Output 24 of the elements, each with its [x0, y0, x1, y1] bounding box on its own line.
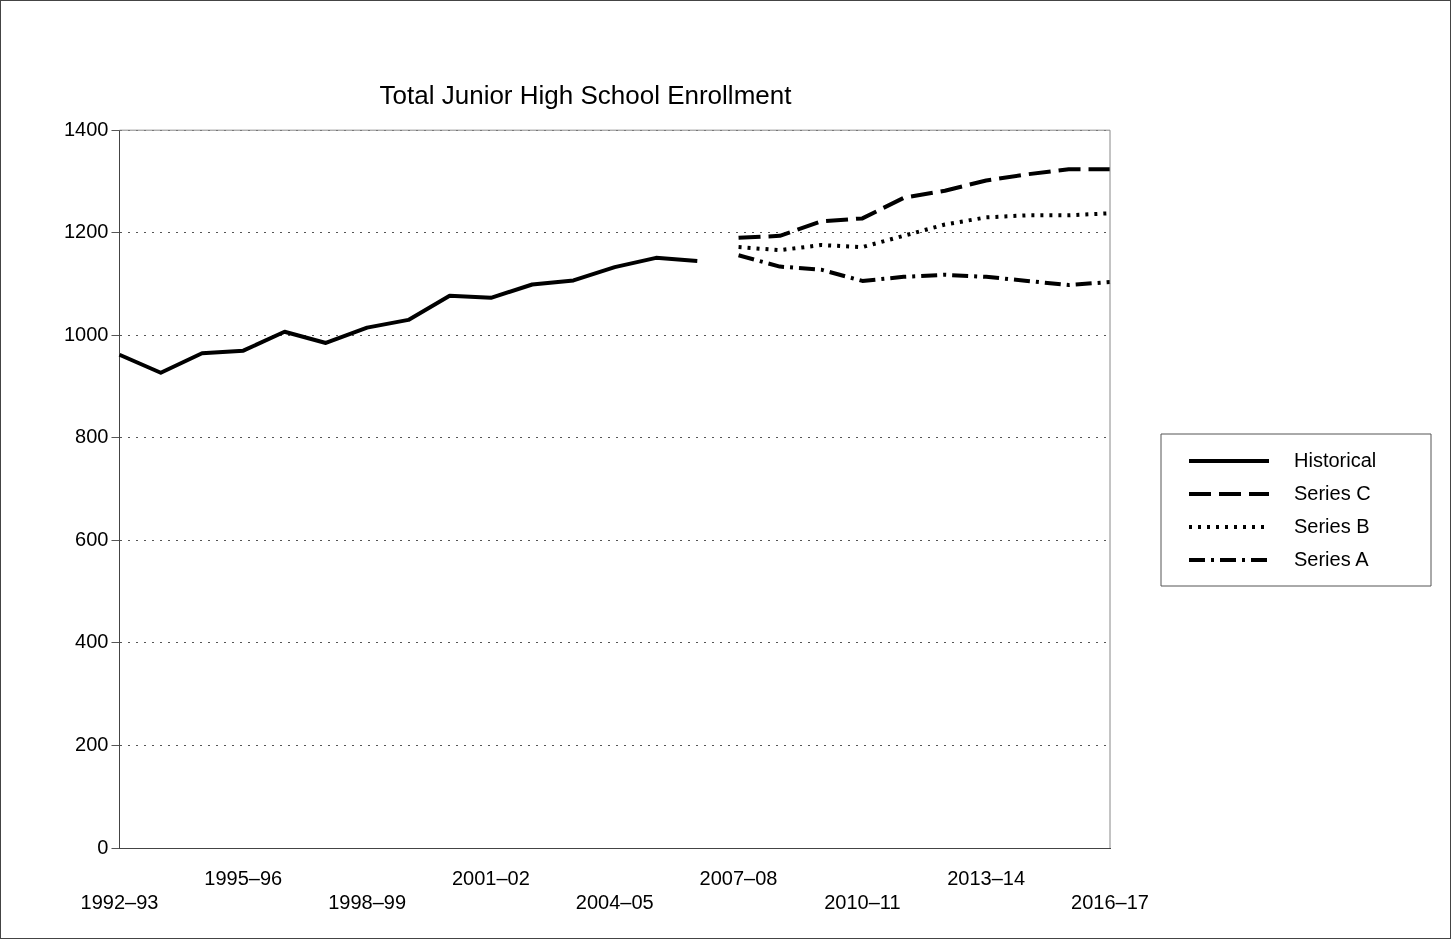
y-tick-label: 1200	[63, 220, 109, 243]
legend-label: Series C	[1294, 481, 1371, 504]
x-tick-label: 2001–02	[452, 866, 530, 889]
x-tick-label: 2010–11	[824, 890, 901, 913]
line-series	[736, 253, 1112, 288]
y-tick-label: 0	[97, 835, 109, 858]
y-tick-label: 400	[75, 630, 109, 653]
y-tick-label: 800	[75, 425, 109, 448]
y-tick-label: 1000	[63, 322, 109, 345]
x-tick-label: 2013–14	[947, 866, 1026, 889]
legend-label: Series A	[1294, 547, 1370, 570]
x-tick-label: 1998–99	[328, 890, 407, 913]
x-tick-label: 1995–96	[204, 866, 283, 889]
y-tick-label: 600	[75, 527, 109, 550]
y-tick-label: 1400	[63, 117, 109, 140]
y-tick-label: 200	[75, 732, 109, 755]
x-tick-label: 2004–05	[575, 890, 654, 913]
legend-label: Historical	[1294, 448, 1377, 471]
x-tick-label: 2016–17	[1071, 890, 1149, 913]
legend-label: Series B	[1294, 514, 1370, 537]
x-tick-label: 1992–93	[80, 890, 159, 913]
chart-title: Total Junior High School Enrollment	[379, 79, 793, 110]
line-series	[736, 167, 1112, 240]
x-tick-label: 2007–08	[699, 866, 778, 889]
